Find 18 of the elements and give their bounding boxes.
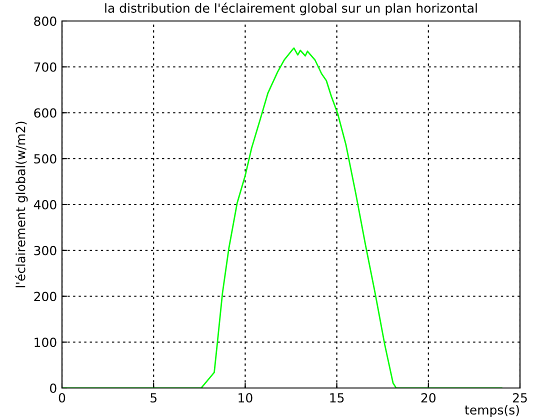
x-tick-label: 5 xyxy=(150,393,156,403)
y-tick-label: 400 xyxy=(34,200,56,210)
x-axis-title: temps(s) xyxy=(464,404,519,418)
y-tick-label: 600 xyxy=(34,108,56,118)
x-tick-label: 25 xyxy=(512,393,527,403)
y-tick-label: 800 xyxy=(34,16,56,26)
x-tick-label: 15 xyxy=(330,393,344,403)
y-tick-label: 300 xyxy=(34,246,56,256)
x-tick-label: 10 xyxy=(238,393,252,403)
y-tick-label: 0 xyxy=(50,383,56,393)
x-tick-label: 0 xyxy=(58,393,66,403)
y-tick-label: 100 xyxy=(34,338,56,348)
y-tick-label: 500 xyxy=(34,154,56,164)
chart-title: la distribution de l'éclairement global sur un plan horizontal xyxy=(105,2,477,16)
y-tick-label: 700 xyxy=(34,62,56,72)
x-tick-label: 20 xyxy=(421,393,436,403)
y-tick-label: 200 xyxy=(34,292,56,302)
y-axis-title: l'éclairement global(w/m2) xyxy=(15,122,28,288)
